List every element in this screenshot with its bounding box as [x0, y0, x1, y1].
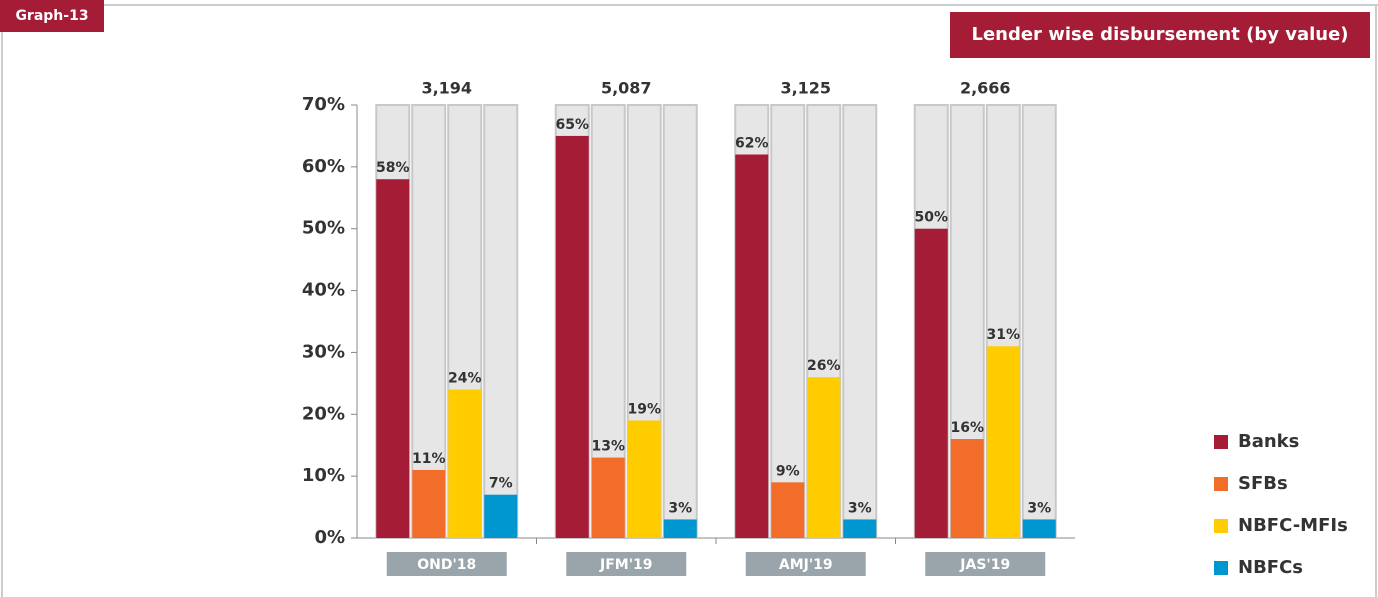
bar: [448, 389, 482, 538]
group-label: 2,666: [960, 79, 1011, 98]
value-label: 3%: [1027, 500, 1051, 516]
bar: [807, 377, 841, 538]
legend-swatch: [1214, 519, 1228, 533]
value-label: 19%: [627, 401, 661, 417]
legend-label: NBFC-MFIs: [1238, 515, 1348, 536]
bar: [484, 494, 518, 538]
group-label: 3,125: [780, 79, 831, 98]
tag-box: [0, 0, 104, 32]
y-tick-label: 20%: [302, 403, 345, 424]
bar: [843, 519, 877, 538]
bar: [412, 469, 446, 538]
bar: [914, 228, 948, 538]
legend-swatch: [1214, 477, 1228, 491]
category-box: [566, 552, 687, 576]
title-box: [950, 12, 1370, 58]
bar-background: [483, 104, 519, 539]
value-label: 3%: [668, 500, 692, 516]
group-label: 3,194: [421, 79, 472, 98]
group-label: 5,087: [601, 79, 652, 98]
legend-label: Banks: [1238, 431, 1299, 452]
value-label: 16%: [950, 420, 984, 436]
bar: [555, 135, 589, 538]
y-tick-label: 60%: [302, 156, 345, 177]
category-box: [925, 552, 1046, 576]
bar: [771, 482, 805, 538]
value-label: 62%: [735, 135, 769, 151]
y-tick-label: 0%: [314, 527, 345, 548]
bar: [1022, 519, 1056, 538]
bar: [627, 420, 661, 538]
legend-label: SFBs: [1238, 473, 1288, 494]
value-label: 11%: [412, 451, 446, 467]
legend-label: NBFCs: [1238, 557, 1303, 578]
y-tick-label: 40%: [302, 280, 345, 301]
value-label: 7%: [489, 476, 513, 492]
legend-swatch: [1214, 561, 1228, 575]
category-box: [386, 552, 507, 576]
category-box: [745, 552, 866, 576]
bar-background: [1021, 104, 1057, 539]
bar: [735, 154, 769, 538]
y-tick-label: 10%: [302, 465, 345, 486]
x-tick-label: OND'18: [417, 557, 476, 573]
bar: [950, 439, 984, 538]
value-label: 50%: [914, 210, 948, 226]
value-label: 9%: [776, 463, 800, 479]
bar: [376, 179, 410, 538]
value-label: 58%: [376, 160, 410, 176]
bar-background: [662, 104, 698, 539]
value-label: 13%: [591, 439, 625, 455]
y-tick-label: 50%: [302, 218, 345, 239]
value-label: 3%: [848, 500, 872, 516]
x-tick-label: JFM'19: [599, 557, 652, 573]
value-label: 24%: [448, 371, 482, 387]
bar: [591, 457, 625, 538]
value-label: 65%: [555, 117, 589, 133]
chart-title: Lender wise disbursement (by value): [971, 24, 1348, 45]
value-label: 31%: [986, 327, 1020, 343]
y-tick-label: 70%: [302, 94, 345, 115]
bar-background: [770, 104, 806, 539]
bar: [663, 519, 697, 538]
x-tick-label: AMJ'19: [779, 557, 833, 573]
legend-swatch: [1214, 435, 1228, 449]
value-label: 26%: [807, 358, 841, 374]
bar-background: [842, 104, 878, 539]
bar: [986, 346, 1020, 538]
tag: Graph-13: [15, 8, 88, 24]
y-tick-label: 30%: [302, 341, 345, 362]
x-tick-label: JAS'19: [959, 557, 1010, 573]
